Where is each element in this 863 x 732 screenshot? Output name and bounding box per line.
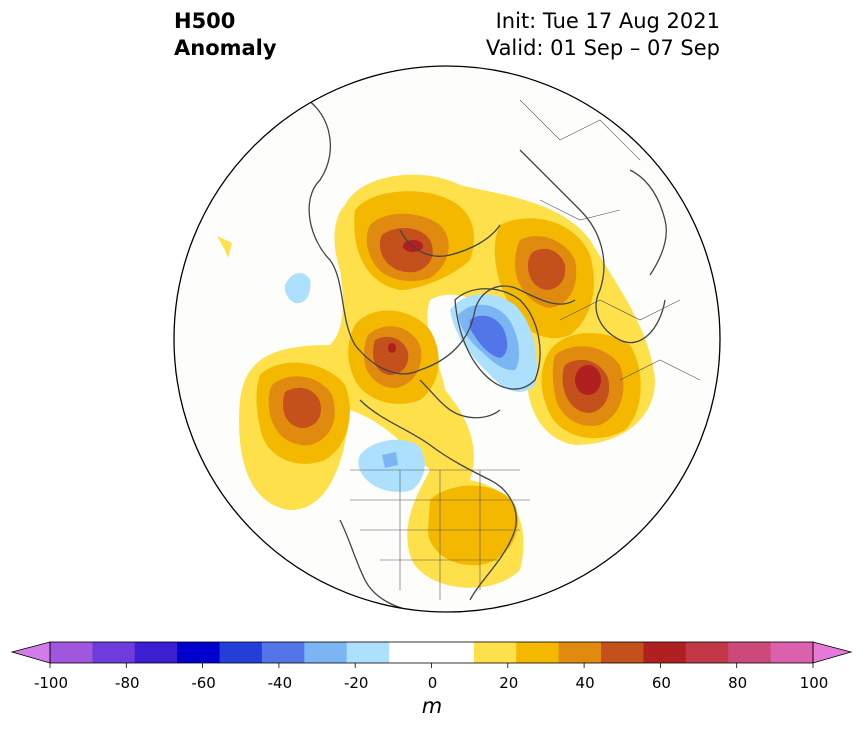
- colorbar-extend-high: [812, 641, 853, 664]
- colorbar-cell: [304, 642, 348, 663]
- colorbar-cell: [516, 642, 560, 663]
- colorbar-cell: [601, 642, 644, 663]
- globe-boundary: [173, 65, 721, 613]
- colorbar: [10, 641, 853, 668]
- colorbar-cell: [134, 642, 178, 663]
- colorbar-tick-label: 0: [427, 674, 438, 692]
- colorbar-tick-label: 100: [799, 674, 829, 692]
- colorbar-extend-low: [10, 641, 51, 664]
- map-dates: Init: Tue 17 Aug 2021 Valid: 01 Sep – 07…: [486, 8, 720, 62]
- colorbar-cell: [685, 642, 729, 663]
- map-title: H500 Anomaly: [174, 8, 277, 62]
- colorbar-tick-label: 60: [651, 674, 671, 692]
- colorbar-tick-label: 80: [728, 674, 748, 692]
- anomaly-fill: [217, 174, 656, 588]
- colorbar-cell: [92, 642, 136, 663]
- valid-range: Valid: 01 Sep – 07 Sep: [485, 36, 720, 60]
- colorbar-tick-label: -40: [267, 674, 293, 692]
- colorbar-cell: [389, 642, 432, 663]
- colorbar-cell: [558, 642, 602, 663]
- colorbar-cell: [770, 642, 814, 663]
- colorbar-tick-label: -80: [115, 674, 140, 692]
- colorbar-tick-label: -20: [343, 674, 369, 692]
- colorbar-cell: [431, 642, 475, 663]
- colorbar-cell: [473, 642, 517, 663]
- colorbar-cell: [219, 642, 263, 663]
- colorbar-unit: m: [421, 694, 443, 718]
- colorbar-tick-label: -100: [33, 674, 69, 692]
- init-date: Init: Tue 17 Aug 2021: [495, 9, 720, 33]
- colorbar-cell: [261, 642, 305, 663]
- polar-map: [173, 65, 721, 613]
- variable-name: H500: [174, 9, 236, 33]
- colorbar-tick-label: 40: [575, 674, 595, 692]
- colorbar-cell: [728, 642, 772, 663]
- colorbar-tick-label: -60: [191, 674, 216, 692]
- borders: [350, 99, 701, 600]
- colorbar-cell: [346, 642, 390, 663]
- variable-type: Anomaly: [174, 36, 277, 60]
- colorbar-cell: [643, 642, 687, 663]
- colorbar-cell: [50, 642, 93, 663]
- colorbar-tick-label: 20: [499, 674, 519, 692]
- colorbar-cell: [177, 642, 221, 663]
